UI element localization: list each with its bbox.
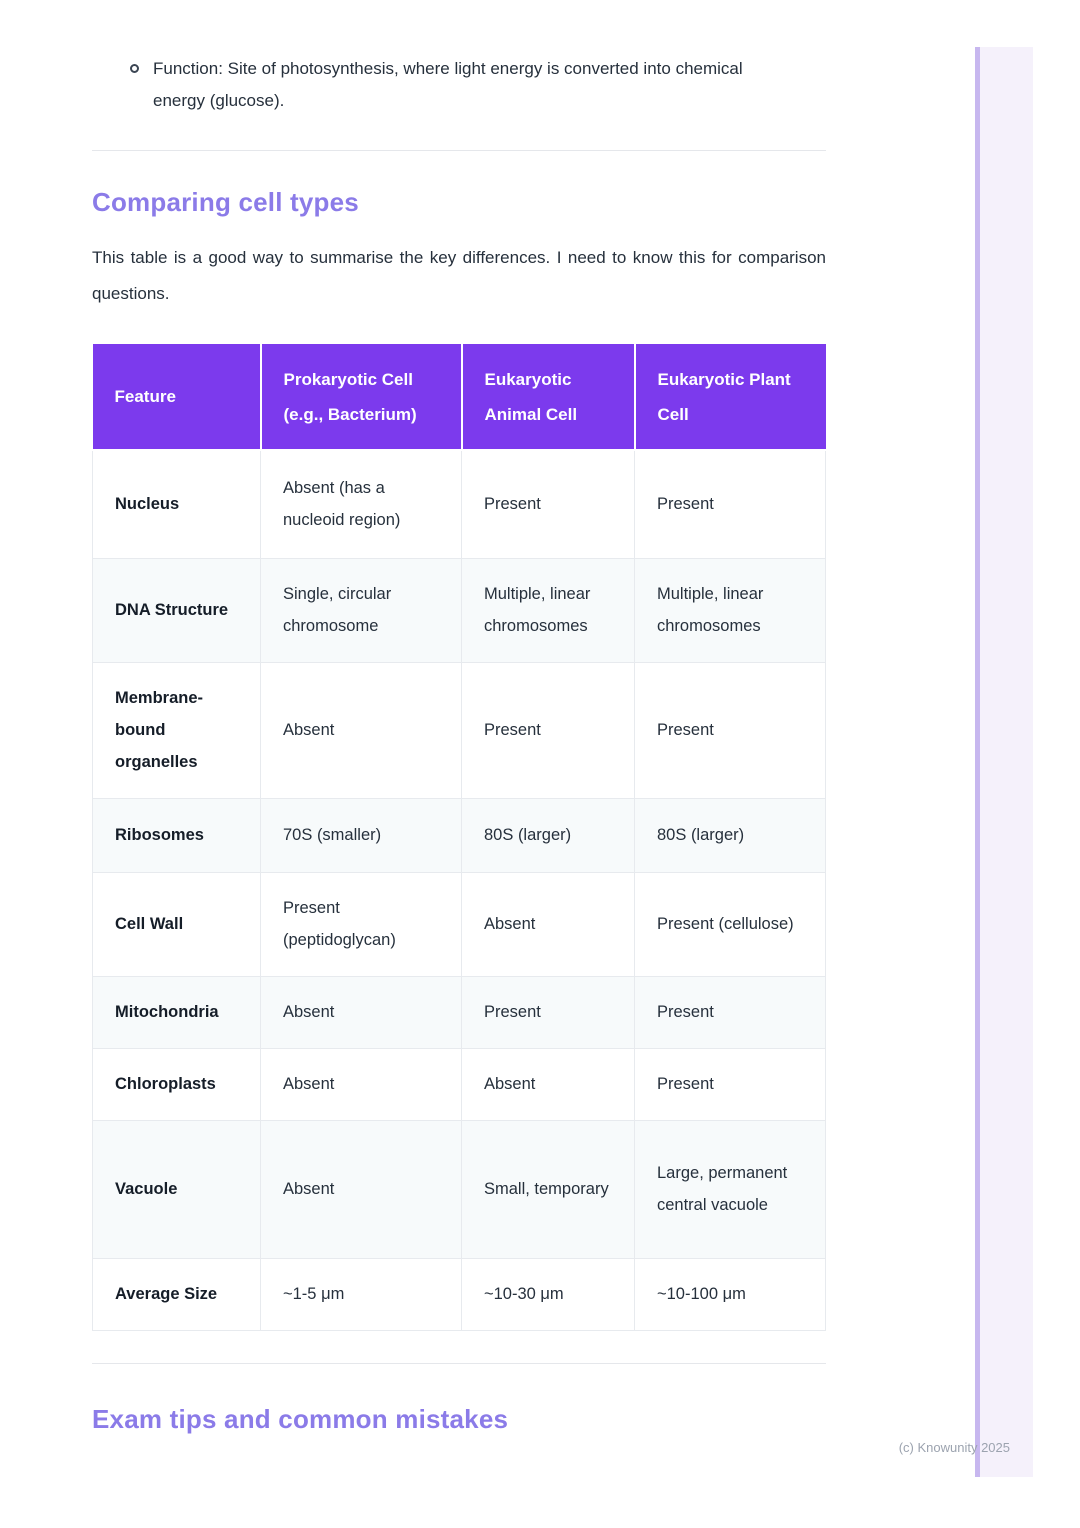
copyright-notice: (c) Knowunity 2025 (898, 1440, 1010, 1455)
intro-paragraph: This table is a good way to summarise th… (92, 248, 826, 303)
value-cell: ~1-5 μm (260, 1257, 462, 1331)
table-row: Membrane-bound organelles Absent Present… (92, 661, 826, 799)
value-cell: 80S (larger) (634, 797, 826, 873)
value-cell: Present (634, 975, 826, 1049)
list-item-text: Function: Site of photosynthesis, where … (153, 59, 743, 110)
table-row: Ribosomes 70S (smaller) 80S (larger) 80S… (92, 797, 826, 873)
value-cell: Multiple, linear chromosomes (461, 557, 635, 663)
value-cell: Present (634, 1047, 826, 1121)
value-cell: Absent (260, 975, 462, 1049)
value-cell: Absent (260, 1047, 462, 1121)
table-row: Vacuole Absent Small, temporary Large, p… (92, 1119, 826, 1259)
value-cell: Absent (461, 1047, 635, 1121)
value-cell: Present (cellulose) (634, 871, 826, 977)
value-cell: 70S (smaller) (260, 797, 462, 873)
section-divider (92, 1362, 826, 1364)
table-row: Average Size ~1-5 μm ~10-30 μm ~10-100 μ… (92, 1257, 826, 1331)
page-content: Function: Site of photosynthesis, where … (92, 0, 826, 1435)
value-cell: Present (peptidoglycan) (260, 871, 462, 977)
value-cell: Absent (260, 661, 462, 799)
comparing-cell-types-heading: Comparing cell types (92, 187, 359, 217)
column-header-animal-cell: Eukaryotic Animal Cell (460, 342, 636, 451)
value-cell: Present (461, 975, 635, 1049)
value-cell: ~10-30 μm (461, 1257, 635, 1331)
table-row: Cell Wall Present (peptidoglycan) Absent… (92, 871, 826, 977)
feature-cell: Vacuole (92, 1119, 261, 1259)
value-cell: ~10-100 μm (634, 1257, 826, 1331)
feature-cell: Nucleus (92, 449, 261, 559)
column-header-feature: Feature (92, 342, 262, 451)
value-cell: Present (461, 661, 635, 799)
feature-cell: Cell Wall (92, 871, 261, 977)
column-header-plant-cell: Eukaryotic Plant Cell (633, 342, 826, 451)
feature-cell: Average Size (92, 1257, 261, 1331)
feature-cell: Chloroplasts (92, 1047, 261, 1121)
value-cell: Multiple, linear chromosomes (634, 557, 826, 663)
value-cell: Single, circular chromosome (260, 557, 462, 663)
table-row: Nucleus Absent (has a nucleoid region) P… (92, 449, 826, 559)
circle-bullet-icon (130, 64, 139, 73)
value-cell: Absent (260, 1119, 462, 1259)
section-divider (92, 150, 826, 151)
cell-comparison-table: Feature Prokaryotic Cell (e.g., Bacteriu… (92, 342, 826, 1331)
column-header-prokaryotic: Prokaryotic Cell (e.g., Bacterium) (259, 342, 463, 451)
feature-cell: DNA Structure (92, 557, 261, 663)
value-cell: Small, temporary (461, 1119, 635, 1259)
feature-cell: Ribosomes (92, 797, 261, 873)
exam-tips-heading: Exam tips and common mistakes (92, 1403, 509, 1434)
feature-cell: Membrane-bound organelles (92, 661, 261, 799)
right-margin-panel (980, 47, 1033, 1477)
value-cell: Present (634, 449, 826, 559)
value-cell: Absent (461, 871, 635, 977)
table-header-row: Feature Prokaryotic Cell (e.g., Bacteriu… (92, 342, 826, 451)
right-margin-accent-line (975, 47, 980, 1477)
table-row: Chloroplasts Absent Absent Present (92, 1047, 826, 1121)
value-cell: Absent (has a nucleoid region) (260, 449, 462, 559)
table-row: Mitochondria Absent Present Present (92, 975, 826, 1049)
list-item: Function: Site of photosynthesis, where … (92, 0, 826, 117)
value-cell: 80S (larger) (461, 797, 635, 873)
value-cell: Present (461, 449, 635, 559)
table-row: DNA Structure Single, circular chromosom… (92, 557, 826, 663)
value-cell: Present (634, 661, 826, 799)
value-cell: Large, permanent central vacuole (634, 1119, 826, 1259)
feature-cell: Mitochondria (92, 975, 261, 1049)
